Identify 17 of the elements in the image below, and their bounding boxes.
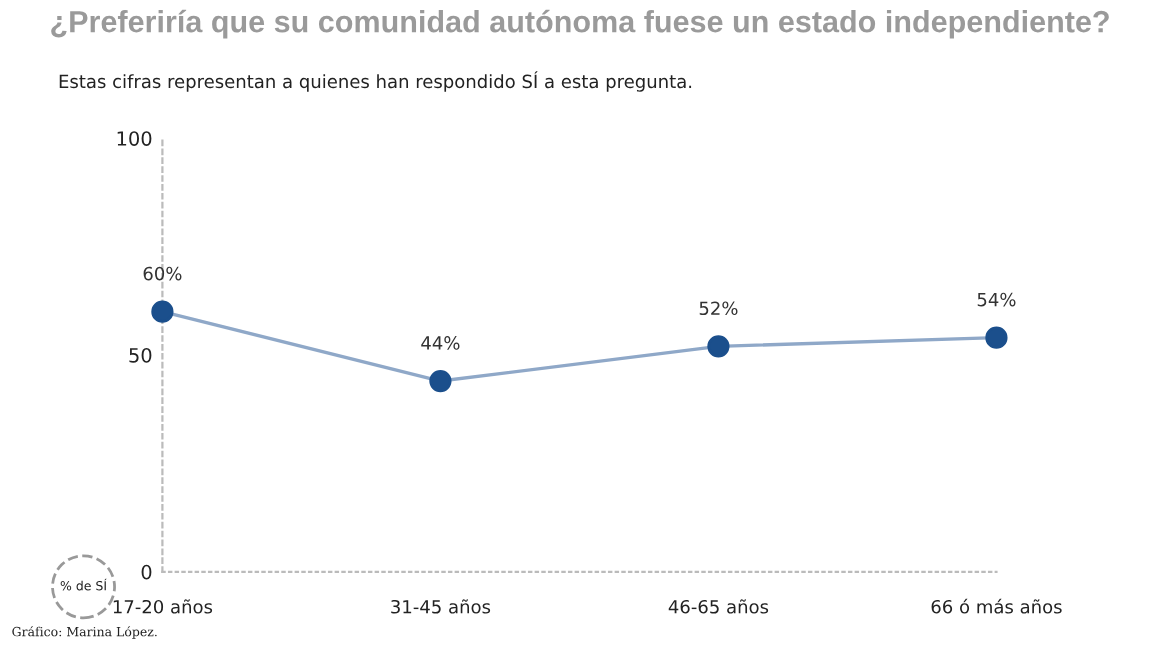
y-tick-label: 100 bbox=[117, 131, 152, 146]
x-tick-label: 17-20 años bbox=[113, 599, 213, 614]
data-label: 44% bbox=[421, 336, 460, 350]
y-tick-label: 0 bbox=[141, 564, 152, 580]
point bbox=[707, 335, 730, 358]
data-label: 52% bbox=[699, 301, 738, 316]
x-tick-label: 31-45 años bbox=[391, 599, 491, 614]
data-label: 60% bbox=[143, 266, 182, 281]
point bbox=[151, 300, 174, 323]
point bbox=[429, 369, 452, 393]
x-tick-label: 66 ó más años bbox=[931, 598, 1062, 614]
data-label: 54% bbox=[977, 292, 1016, 307]
point bbox=[985, 326, 1008, 349]
x-tick-label: 46-65 años bbox=[668, 599, 769, 614]
chart-title: ¿Preferiría que su comunidad autónoma fuese un estado independiente? bbox=[51, 9, 1109, 39]
y-tick-label: 50 bbox=[129, 347, 152, 363]
chart-subtitle: Estas cifras representan a quienes han respondido SÍ a esta pregunta. bbox=[59, 71, 692, 92]
